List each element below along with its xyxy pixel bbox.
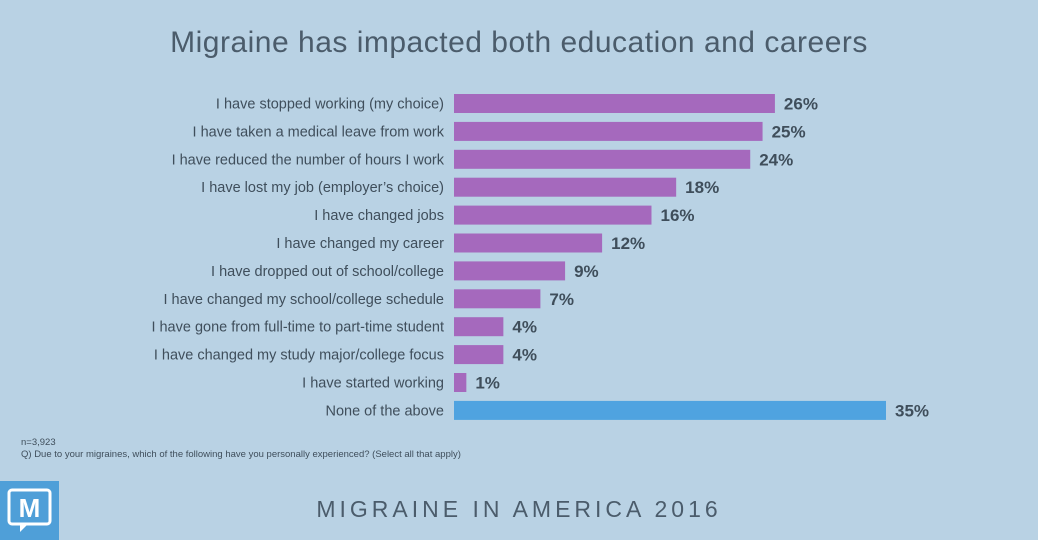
category-label: I have changed jobs	[314, 208, 444, 224]
sample-size-note: n=3,923	[21, 437, 56, 448]
category-label: I have changed my study major/college fo…	[154, 348, 444, 364]
category-label: I have started working	[302, 376, 444, 392]
category-label: I have reduced the number of hours I wor…	[172, 152, 445, 168]
category-label: I have changed my school/college schedul…	[163, 292, 444, 308]
category-label: I have changed my career	[276, 236, 444, 252]
value-label: 25%	[772, 122, 806, 141]
svg-text:M: M	[19, 493, 41, 523]
category-label: I have dropped out of school/college	[211, 264, 444, 280]
bar	[454, 94, 775, 113]
category-label: I have taken a medical leave from work	[193, 124, 445, 140]
value-label: 18%	[685, 178, 719, 197]
bar	[454, 205, 652, 225]
value-label: 9%	[574, 262, 599, 281]
bar	[454, 261, 566, 281]
bar	[454, 345, 504, 365]
migraine-logo: M	[0, 481, 59, 540]
category-label: I have gone from full-time to part-time …	[151, 320, 444, 336]
bar	[454, 233, 603, 253]
category-label: I have stopped working (my choice)	[216, 97, 444, 113]
value-label: 12%	[611, 234, 645, 253]
bar	[454, 121, 763, 141]
bar	[454, 149, 751, 169]
bar	[454, 289, 541, 309]
survey-question-note: Q) Due to your migraines, which of the f…	[21, 449, 461, 460]
value-label: 4%	[512, 318, 537, 337]
value-label: 7%	[549, 290, 574, 309]
bar	[454, 317, 504, 337]
bar-chart: I have stopped working (my choice) 26% I h…	[151, 94, 929, 420]
chart-notes: n=3,923 Q) Due to your migraines, which …	[21, 437, 461, 461]
speech-bubble-m-icon: M	[7, 488, 52, 532]
value-label: 26%	[784, 95, 818, 114]
category-label: None of the above	[325, 403, 444, 419]
value-label: 24%	[759, 150, 793, 169]
footer-brand: MIGRAINE IN AMERICA 2016	[316, 496, 722, 522]
value-label: 4%	[512, 346, 537, 365]
value-label: 1%	[475, 374, 500, 393]
category-label: I have lost my job (employer’s choice)	[201, 180, 444, 196]
value-label: 35%	[895, 401, 929, 420]
bar	[454, 373, 467, 392]
chart-title: Migraine has impacted both education and…	[170, 26, 868, 59]
bar	[454, 177, 677, 197]
bar	[454, 400, 886, 420]
value-label: 16%	[660, 206, 694, 225]
